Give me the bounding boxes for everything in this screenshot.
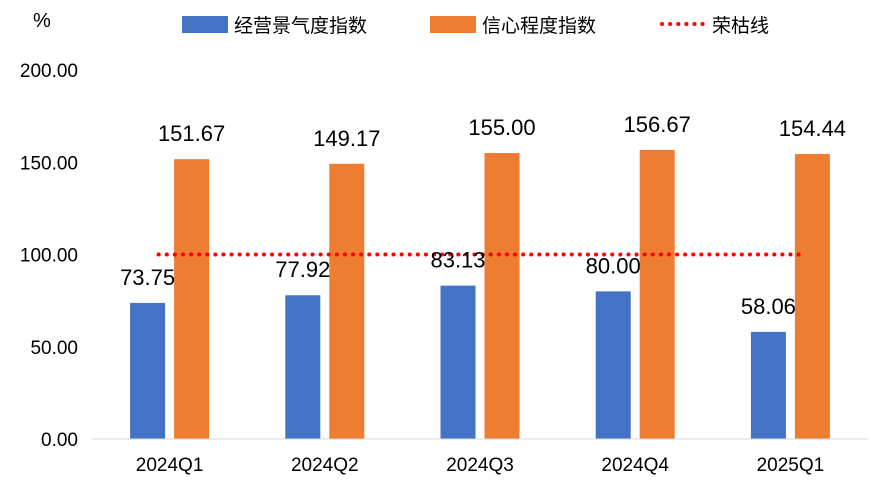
bar-business-index — [285, 295, 321, 439]
legend-label-confidence: 信心程度指数 — [482, 15, 596, 37]
legend-label-boom-bust-line: 荣枯线 — [712, 15, 769, 37]
x-tick-label: 2025Q1 — [757, 455, 825, 476]
data-label-confidence-index: 151.67 — [158, 121, 225, 146]
x-axis: 2024Q1 2024Q2 2024Q3 2024Q4 2025Q1 — [136, 455, 824, 476]
legend-swatch-business — [182, 16, 228, 33]
data-label-confidence-index: 149.17 — [313, 126, 380, 151]
bar-business-index — [130, 302, 166, 439]
y-axis-unit-label: % — [33, 10, 51, 32]
data-label-business-index: 83.13 — [430, 248, 485, 273]
x-tick-label: 2024Q4 — [601, 455, 669, 476]
data-label-business-index: 80.00 — [586, 253, 641, 278]
y-tick-label: 100.00 — [20, 246, 78, 267]
bar-confidence-index — [794, 154, 830, 439]
x-tick-label: 2024Q1 — [136, 455, 204, 476]
y-tick-label: 200.00 — [20, 61, 78, 82]
data-label-business-index: 73.75 — [120, 265, 175, 290]
bars — [130, 149, 830, 439]
data-label-confidence-index: 156.67 — [624, 112, 691, 137]
x-tick-label: 2024Q3 — [446, 455, 514, 476]
data-labels: 73.75 151.67 77.92 149.17 83.13 155.00 80.00 15… — [120, 112, 846, 319]
legend-label-business: 经营景气度指数 — [234, 15, 367, 37]
x-tick-label: 2024Q2 — [291, 455, 359, 476]
bar-business-index — [595, 291, 631, 439]
data-label-business-index: 58.06 — [741, 294, 796, 319]
legend-swatch-confidence — [430, 16, 476, 33]
legend: 经营景气度指数 信心程度指数 荣枯线 — [182, 15, 769, 37]
y-tick-label: 50.00 — [30, 338, 78, 359]
bar-business-index — [440, 285, 476, 439]
y-axis: 0.00 50.00 100.00 150.00 200.00 — [20, 61, 78, 451]
y-tick-label: 0.00 — [41, 430, 78, 451]
data-label-business-index: 77.92 — [275, 257, 330, 282]
bar-confidence-index — [329, 163, 365, 439]
data-label-confidence-index: 154.44 — [779, 116, 846, 141]
bar-business-index — [750, 331, 786, 439]
bar-confidence-index — [484, 153, 520, 439]
bar-confidence-index — [639, 149, 675, 439]
y-tick-label: 150.00 — [20, 153, 78, 174]
bar-confidence-index — [174, 159, 210, 439]
data-label-confidence-index: 155.00 — [468, 115, 535, 140]
